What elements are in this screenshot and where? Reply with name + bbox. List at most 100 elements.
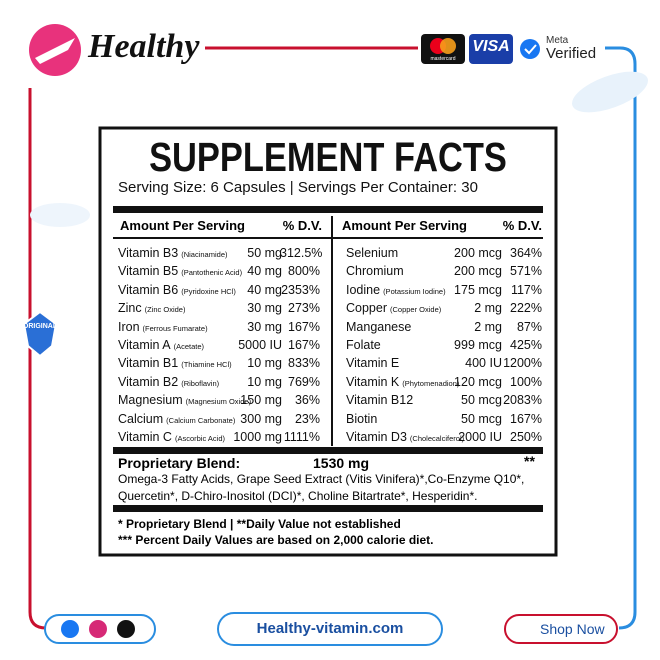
nutrient: Vitamin B12 <box>346 393 414 408</box>
brand: Healthy <box>88 28 200 65</box>
nutrient-name: Vitamin C (Ascorbic Acid) <box>118 430 225 444</box>
nutrient: Zinc <box>118 301 142 316</box>
nutrient-name: Iron (Ferrous Fumarate) <box>118 320 208 334</box>
website-link[interactable]: Healthy-vitamin.com <box>256 620 404 637</box>
nutrient-dv: 117% <box>510 282 542 297</box>
nutrient-dv: 23% <box>294 411 320 426</box>
nutrient-dv: 167% <box>288 338 320 352</box>
nutrient: Magnesium <box>118 393 183 408</box>
nutrient: Vitamin A <box>118 338 171 352</box>
nutrient-source: (Pantothenic Acid) <box>181 268 243 278</box>
nutrient-name: Copper (Copper Oxide) <box>346 301 441 315</box>
nutrient-amount: 200 mcg <box>454 246 502 260</box>
nutrient-name: Vitamin B6 (Pyridoxine HCl) <box>118 283 236 297</box>
nutrient-amount: 400 IU <box>465 356 502 371</box>
nutrient-dv: 2353% <box>281 282 320 297</box>
verified-label: Verified <box>546 45 597 62</box>
nutrient: Vitamin C <box>118 430 172 444</box>
blend-label: Proprietary Blend: <box>118 455 241 471</box>
nutrient: Vitamin K <box>346 374 400 389</box>
nutrient-amount: 40 mg <box>247 282 282 297</box>
nutrient: Vitamin B5 <box>118 264 179 279</box>
nutrient-amount: 10 mg <box>247 374 282 389</box>
nutrient: Vitamin B6 <box>118 282 179 297</box>
nutrient-source: (Magnesium Oxide) <box>185 397 252 407</box>
nutrient-dv: 364% <box>510 246 542 260</box>
title-wrap: SUPPLEMENT FACTS <box>100 134 556 181</box>
nutrient-dv: 167% <box>510 411 542 426</box>
mastercard-label: mastercard <box>430 56 456 62</box>
meta-label: Meta <box>546 35 569 46</box>
blend-ingredients: Omega-3 Fatty Acids, Grape Seed Extract … <box>118 472 525 503</box>
nutrient-name: Selenium <box>346 246 398 260</box>
footnote: * Proprietary Blend | **Daily Value not … <box>118 517 401 531</box>
nutrient-name: Biotin <box>346 412 377 426</box>
nutrient: Chromium <box>346 264 404 279</box>
nutrient-name: Vitamin B2 (Riboflavin) <box>118 375 219 389</box>
nutrient-amount: 30 mg <box>247 301 282 316</box>
nutrient-source: (Ferrous Fumarate) <box>142 323 208 333</box>
nutrient-dv: 833% <box>288 356 320 371</box>
nutrient-dv: 425% <box>510 338 542 352</box>
nutrient-amount: 50 mcg <box>461 411 502 426</box>
nutrient-amount: 120 mcg <box>454 374 502 389</box>
blend-mark: ** <box>524 453 535 469</box>
nutrient-dv: 1200% <box>503 356 542 371</box>
nutrient-name: Vitamin B12 <box>346 393 413 407</box>
nutrient-source: (Potassium Iodine) <box>383 286 446 296</box>
nutrient-dv: 312.5% <box>280 246 323 260</box>
nutrient-dv: 36% <box>294 393 320 408</box>
visa-label: VISA <box>472 38 510 55</box>
nutrient-dv: 1111% <box>283 430 320 444</box>
blend-amount: 1530 mg <box>313 455 370 471</box>
nutrient-amount: 10 mg <box>247 356 282 371</box>
nutrient-amount: 999 mcg <box>454 338 502 352</box>
header-amount: Amount Per Serving <box>342 218 467 233</box>
nutrient-amount: 2 mg <box>474 319 502 334</box>
nutrient-amount: 30 mg <box>247 319 282 334</box>
nutrient-source: (Cholecalciferol) <box>409 434 465 443</box>
nutrient: Iron <box>118 319 140 334</box>
nutrient-dv: 87% <box>516 319 542 334</box>
nutrient: Iodine <box>346 282 381 297</box>
nutrient-source: (Phytomenadion) <box>402 378 460 388</box>
nutrient-name: Vitamin E <box>346 356 399 370</box>
nutrient: Vitamin B1 <box>118 356 179 371</box>
nutrient-amount: 2 mg <box>474 301 502 316</box>
nutrient-amount: 50 mcg <box>461 393 502 408</box>
nutrient-source: (Riboflavin) <box>181 378 220 388</box>
nutrient: Manganese <box>346 319 412 334</box>
nutrient-dv: 222% <box>510 301 542 316</box>
nutrient-source: (Zinc Oxide) <box>144 305 186 315</box>
nutrient-name: Iodine (Potassium Iodine) <box>346 283 446 297</box>
nutrient-source: (Pyridoxine HCl) <box>181 286 236 296</box>
nutrient-source: (Niacinamide) <box>181 250 228 259</box>
header-amount: Amount Per Serving <box>120 218 245 233</box>
nutrient-name: Zinc (Zinc Oxide) <box>118 301 185 315</box>
nutrient-dv: 273% <box>288 301 320 316</box>
nutrient: Folate <box>346 338 381 352</box>
nutrient-name: Vitamin B5 (Pantothenic Acid) <box>118 264 242 278</box>
nutrient-name: Vitamin A (Acetate) <box>118 338 204 352</box>
shop-now-button[interactable]: Shop Now <box>540 621 605 637</box>
nutrient-name: Vitamin B1 (Thiamine HCl) <box>118 356 232 370</box>
nutrient-amount: 2000 IU <box>458 430 502 444</box>
nutrient-name: Manganese <box>346 320 411 334</box>
nutrient-source: (Acetate) <box>173 342 205 351</box>
nutrient-dv: 571% <box>510 264 542 279</box>
nutrient-amount: 175 mcg <box>454 282 502 297</box>
nutrient: Vitamin D3 <box>346 430 407 444</box>
nutrient-amount: 50 mg <box>247 246 282 260</box>
nutrient-amount: 5000 IU <box>238 338 282 352</box>
original-badge: ORIGINAL <box>22 323 58 330</box>
nutrient-dv: 250% <box>510 430 542 444</box>
nutrient-name: Folate <box>346 338 381 352</box>
nutrient: Selenium <box>346 246 399 260</box>
nutrient-name: Chromium <box>346 264 404 278</box>
nutrient-name: Calcium (Calcium Carbonate) <box>118 412 235 426</box>
nutrient: Vitamin B2 <box>118 374 179 389</box>
nutrient-source: (Calcium Carbonate) <box>166 415 236 425</box>
nutrient-dv: 769% <box>288 374 320 389</box>
